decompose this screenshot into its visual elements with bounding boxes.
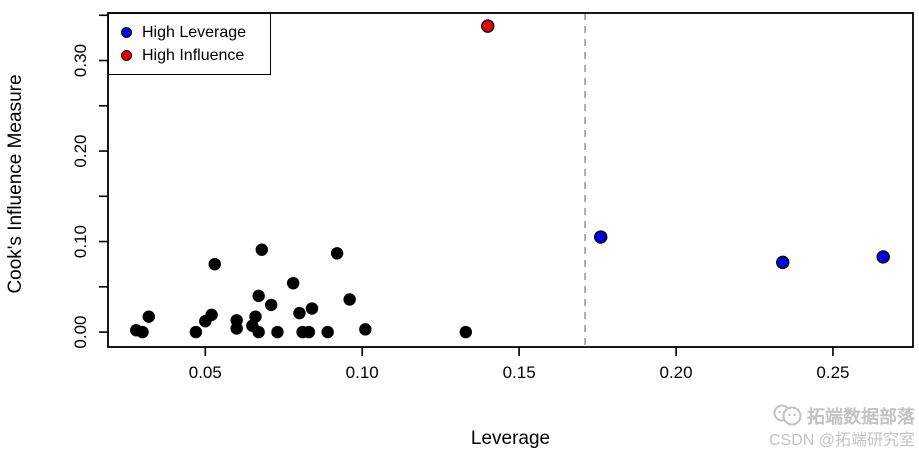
data-point-regular [305,302,319,315]
speech-bubbles-logo-icon [773,404,803,432]
watermark-brand-text: 拓端数据部落 [807,407,915,427]
data-point-regular [205,308,218,322]
y-tick-label: 0.00 [71,316,90,349]
data-point-regular [189,325,203,339]
data-point-high-influence [481,19,495,33]
x-tick-label: 0.15 [503,363,536,382]
y-tick-label: 0.30 [71,44,90,77]
data-point-high-leverage [594,230,608,244]
data-point-high-leverage [776,255,790,270]
data-point-regular [136,325,149,339]
data-point-regular [293,306,306,320]
data-point-regular [271,325,284,339]
x-tick-label: 0.25 [816,363,849,382]
y-axis-title: Cook's Influence Measure [5,74,26,294]
x-tick-label: 0.05 [189,363,222,382]
x-axis-title: Leverage [470,428,551,449]
watermark-csdn-text: CSDN @拓端研究室 [768,432,915,449]
data-point-regular [359,323,372,336]
watermark: 拓端数据部落 CSDN @拓端研究室 [769,404,915,452]
y-tick-label: 0.10 [71,225,90,258]
legend-item-high-leverage: High Leverage [121,23,270,42]
data-point-regular [302,325,316,339]
data-point-regular [252,289,265,303]
watermark-line1: 拓端数据部落 [769,404,915,432]
legend-item-high-influence: High Influence [121,46,270,65]
x-tick-label: 0.20 [660,363,693,382]
data-point-regular [330,247,344,260]
data-point-regular [321,325,334,339]
data-point-regular [230,322,243,335]
legend-marker-high-influence [121,49,132,61]
x-tick-label: 0.10 [346,363,379,382]
data-point-regular [252,325,265,339]
legend: High Leverage High Influence [108,13,271,75]
data-point-regular [249,310,262,323]
plot-border [107,12,914,348]
data-point-regular [142,310,155,323]
data-point-regular [286,276,300,290]
data-point-regular [459,325,472,339]
data-point-regular [343,293,356,306]
data-point-high-leverage [876,250,890,264]
data-point-regular [208,257,221,271]
legend-label-high-influence: High Influence [142,46,245,64]
data-point-regular [255,243,268,256]
legend-label-high-leverage: High Leverage [142,24,247,42]
legend-marker-high-leverage [121,27,132,39]
data-point-regular [264,298,278,312]
y-tick-label: 0.20 [71,134,90,167]
